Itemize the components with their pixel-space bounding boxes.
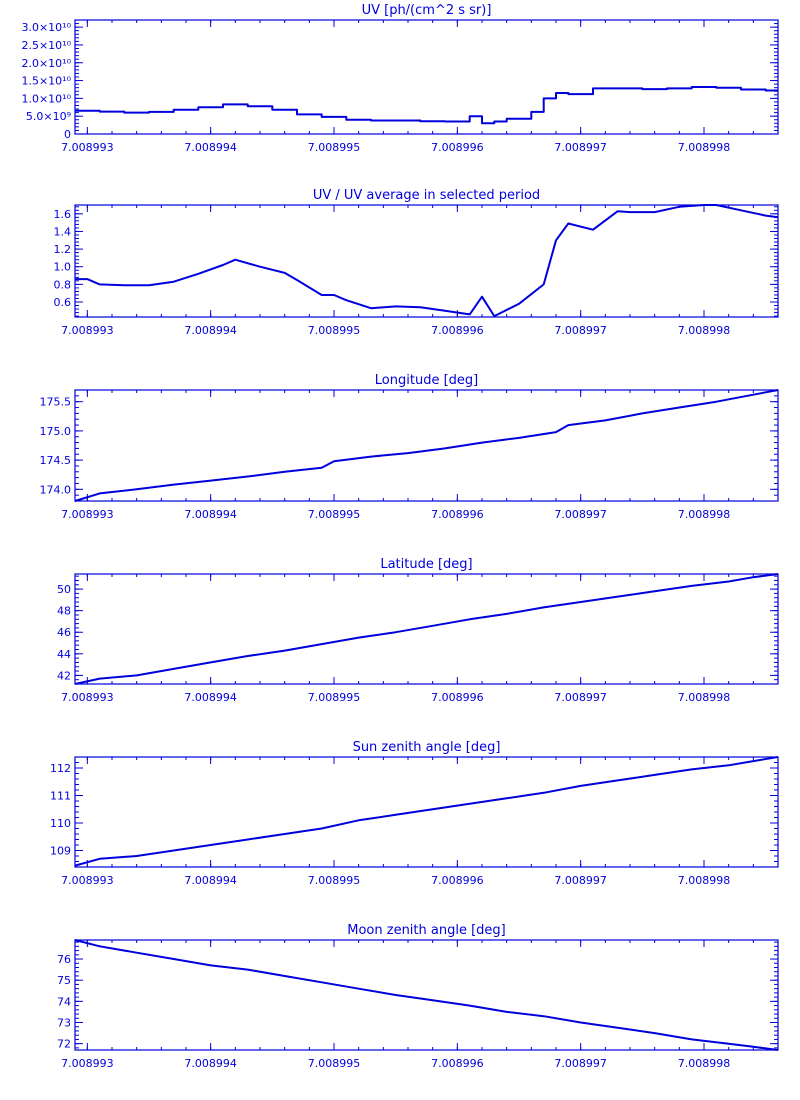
series-line <box>75 86 778 125</box>
chart-title: UV [ph/(cm^2 s sr)] <box>362 3 492 18</box>
y-tick-label: 44 <box>57 648 71 661</box>
y-tick-label: 1.4 <box>54 225 72 238</box>
y-tick-label: 174.5 <box>40 454 72 467</box>
y-tick-label: 74 <box>57 995 71 1008</box>
plot-frame <box>74 19 779 135</box>
x-tick-label: 7.008998 <box>678 141 731 154</box>
x-tick-label: 7.008996 <box>431 141 484 154</box>
chart-panel-3: Longitude [deg] 7.008993 7.008994 7.008995 7… <box>40 373 779 521</box>
y-tick-label: 111 <box>50 790 71 803</box>
chart-panel-5: Sun zenith angle [deg] 7.008993 7.008994 7.… <box>50 740 779 887</box>
chart-title: Moon zenith angle [deg] <box>347 923 505 938</box>
chart-panel-6: Moon zenith angle [deg] 7.008993 7.008994 7… <box>57 923 779 1070</box>
y-tick-label: 0.8 <box>54 278 72 291</box>
x-tick-label: 7.008997 <box>554 324 607 337</box>
y-tick-label: 110 <box>50 817 71 830</box>
x-tick-label: 7.008998 <box>678 508 731 521</box>
x-tick-label: 7.008996 <box>431 874 484 887</box>
x-tick-label: 7.008993 <box>61 141 114 154</box>
x-tick-label: 7.008995 <box>308 141 361 154</box>
y-tick-label: 109 <box>50 845 71 858</box>
x-tick-label: 7.008996 <box>431 691 484 704</box>
x-tick-label: 7.008993 <box>61 874 114 887</box>
y-tick-label: 75 <box>57 974 71 987</box>
y-tick-label: 112 <box>50 762 71 775</box>
x-tick-label: 7.008994 <box>184 508 237 521</box>
series-line <box>74 389 779 502</box>
y-tick-label: 3.0×10¹⁰ <box>21 21 71 34</box>
x-tick-label: 7.008994 <box>184 691 237 704</box>
x-tick-label: 7.008996 <box>431 324 484 337</box>
x-tick-label: 7.008998 <box>678 1057 731 1070</box>
y-tick-label: 46 <box>57 626 71 639</box>
y-tick-label: 50 <box>57 583 71 596</box>
chart-panel-4: Latitude [deg] 7.008993 7.008994 7.008995 7.… <box>57 557 779 704</box>
x-tick-label: 7.008994 <box>184 874 237 887</box>
plot-frame <box>74 389 779 502</box>
x-tick-label: 7.008994 <box>184 1057 237 1070</box>
y-tick-label: 2.5×10¹⁰ <box>21 39 71 52</box>
x-tick-label: 7.008998 <box>678 691 731 704</box>
x-tick-label: 7.008993 <box>61 324 114 337</box>
x-tick-label: 7.008993 <box>61 1057 114 1070</box>
y-tick-label: 1.0 <box>54 261 72 274</box>
y-tick-label: 2.0×10¹⁰ <box>21 57 71 70</box>
x-tick-label: 7.008995 <box>308 508 361 521</box>
series-line <box>74 573 779 685</box>
y-tick-label: 0 <box>64 128 71 141</box>
x-tick-label: 7.008998 <box>678 324 731 337</box>
x-tick-label: 7.008997 <box>554 1057 607 1070</box>
y-tick-label: 42 <box>57 669 71 682</box>
x-tick-label: 7.008997 <box>554 874 607 887</box>
y-tick-label: 175.0 <box>40 425 72 438</box>
x-tick-label: 7.008995 <box>308 324 361 337</box>
x-tick-label: 7.008996 <box>431 1057 484 1070</box>
x-tick-label: 7.008995 <box>308 1057 361 1070</box>
x-tick-label: 7.008996 <box>431 508 484 521</box>
y-tick-label: 76 <box>57 953 71 966</box>
chart-title: UV / UV average in selected period <box>313 188 540 203</box>
chart-title: Longitude [deg] <box>375 373 478 388</box>
x-tick-label: 7.008997 <box>554 508 607 521</box>
x-tick-label: 7.008995 <box>308 691 361 704</box>
x-tick-label: 7.008998 <box>678 874 731 887</box>
chart-panel-1: UV [ph/(cm^2 s sr)] 7.008993 7.008994 7.008… <box>21 3 779 154</box>
series-line <box>75 204 779 318</box>
y-tick-label: 1.0×10¹⁰ <box>21 92 71 105</box>
chart-title: Latitude [deg] <box>380 557 472 572</box>
x-tick-label: 7.008993 <box>61 691 114 704</box>
y-tick-label: 1.2 <box>54 243 72 256</box>
y-tick-label: 1.5×10¹⁰ <box>21 75 71 88</box>
x-tick-label: 7.008997 <box>554 691 607 704</box>
y-tick-label: 5.0×10⁹ <box>26 110 71 123</box>
y-tick-label: 174.0 <box>40 483 72 496</box>
y-tick-label: 72 <box>57 1038 71 1051</box>
chart-panel-2: UV / UV average in selected period 7.0089… <box>54 188 779 337</box>
plot-frame <box>74 573 779 685</box>
y-tick-label: 48 <box>57 605 71 618</box>
plot-frame <box>74 204 779 318</box>
y-tick-label: 0.6 <box>54 296 72 309</box>
x-tick-label: 7.008993 <box>61 508 114 521</box>
series-line <box>74 939 779 1051</box>
y-tick-label: 175.5 <box>40 396 72 409</box>
y-tick-label: 1.6 <box>54 208 72 221</box>
x-tick-label: 7.008995 <box>308 874 361 887</box>
chart-title: Sun zenith angle [deg] <box>353 740 501 755</box>
x-tick-label: 7.008994 <box>184 324 237 337</box>
series-line <box>74 756 779 867</box>
x-tick-label: 7.008997 <box>554 141 607 154</box>
x-tick-label: 7.008994 <box>184 141 237 154</box>
plot-frame <box>74 939 779 1051</box>
y-tick-label: 73 <box>57 1017 71 1030</box>
